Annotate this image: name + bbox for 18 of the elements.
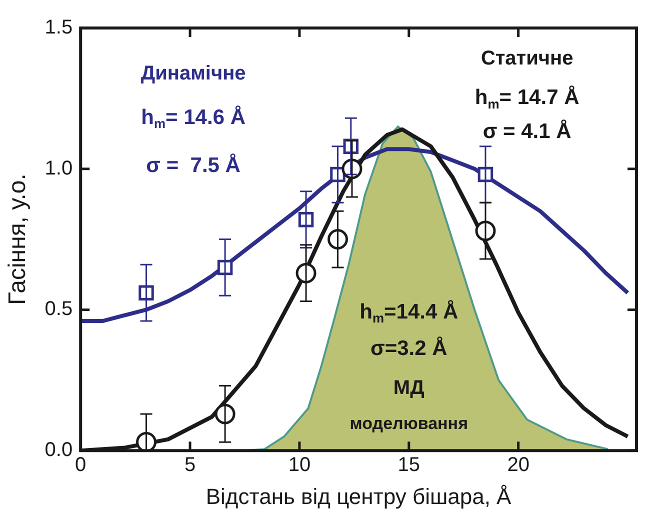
y-tick-label: 1.0 (44, 157, 73, 180)
annotation: σ=3.2 Å (370, 336, 448, 360)
annotation: МД (393, 377, 424, 400)
x-tick-label: 5 (184, 454, 196, 476)
y-tick-label: 1.5 (44, 16, 73, 39)
x-tick-label: 10 (288, 454, 311, 476)
x-tick-label: 15 (398, 454, 420, 476)
x-tick-label: 0 (75, 454, 86, 476)
x-tick-label: 20 (507, 454, 530, 476)
y-tick-label: 0.0 (44, 439, 73, 462)
annotation: Статичне (480, 48, 574, 70)
annotation: σ = 4.1 Å (482, 119, 572, 144)
annotation: Динамічне (140, 62, 246, 85)
y-axis-title: Гасіння, у.о. (4, 174, 32, 306)
x-axis-title: Відстань від центру бішара, Å (206, 484, 512, 509)
annotation: σ = 7.5 Å (146, 152, 240, 177)
y-tick-label: 0.5 (44, 298, 73, 320)
annotation: моделювання (350, 414, 468, 434)
